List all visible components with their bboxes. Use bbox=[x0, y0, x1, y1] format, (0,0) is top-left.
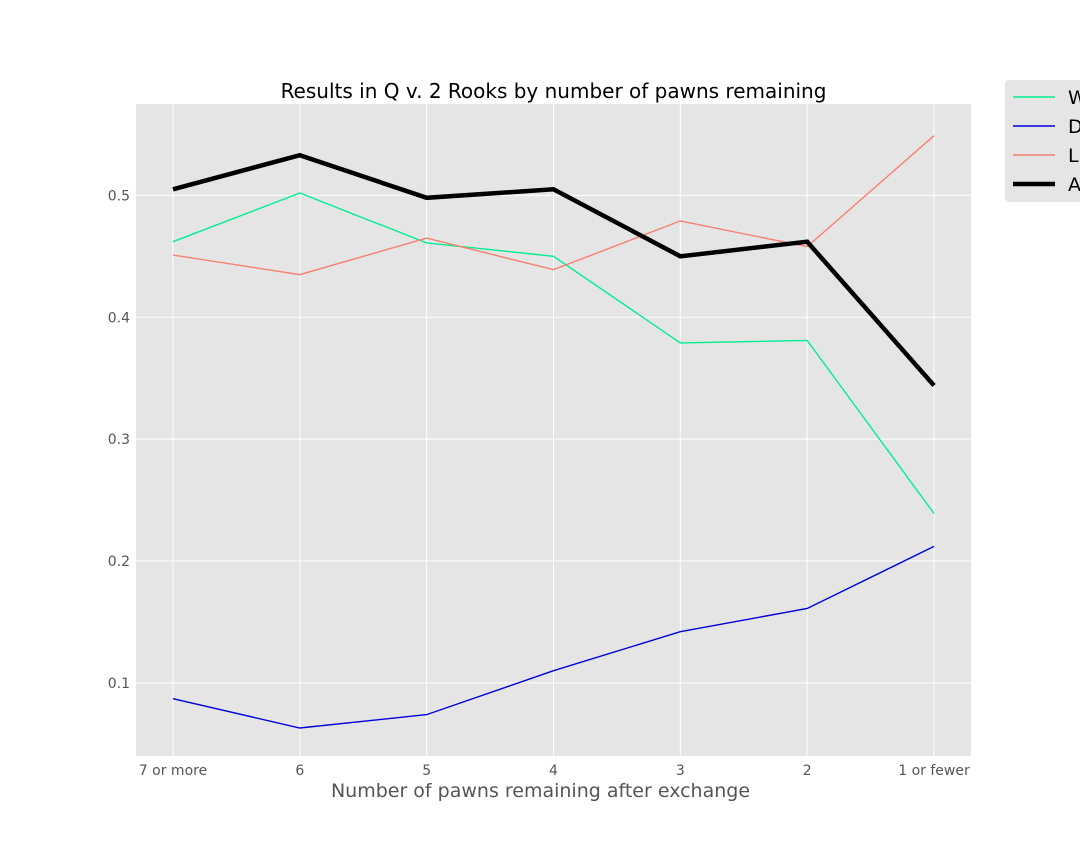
x-tick-label: 2 bbox=[803, 763, 812, 779]
y-tick-label: 0.4 bbox=[108, 310, 130, 326]
x-tick-label: 7 or more bbox=[139, 763, 207, 779]
x-tick-label: 5 bbox=[422, 763, 431, 779]
legend-label-a: A bbox=[1068, 174, 1080, 196]
x-tick-label: 3 bbox=[676, 763, 685, 779]
series-line-w bbox=[172, 192, 935, 514]
legend-label-w: W bbox=[1068, 87, 1080, 109]
x-tick-label: 1 or fewer bbox=[898, 763, 970, 779]
x-tick-label: 4 bbox=[549, 763, 558, 779]
y-tick-label: 0.1 bbox=[108, 676, 130, 692]
series-layer bbox=[172, 135, 936, 729]
x-axis-label: Number of pawns remaining after exchange bbox=[331, 780, 750, 802]
y-tick-label: 0.2 bbox=[108, 554, 130, 570]
y-tick-label: 0.3 bbox=[108, 432, 130, 448]
series-line-l bbox=[172, 135, 935, 276]
legend-label-l: L bbox=[1068, 145, 1079, 167]
axis-labels: 7 or more 6 5 4 3 2 1 or fewer 0.1 0.2 0.3 0.4 0.5 bbox=[108, 188, 970, 779]
x-tick-label: 6 bbox=[295, 763, 304, 779]
grid bbox=[136, 104, 971, 756]
legend-label-d: D bbox=[1068, 116, 1080, 138]
legend-box bbox=[1005, 80, 1080, 202]
y-tick-label: 0.5 bbox=[108, 188, 130, 204]
chart-title: Results in Q v. 2 Rooks by number of paw… bbox=[281, 79, 827, 103]
